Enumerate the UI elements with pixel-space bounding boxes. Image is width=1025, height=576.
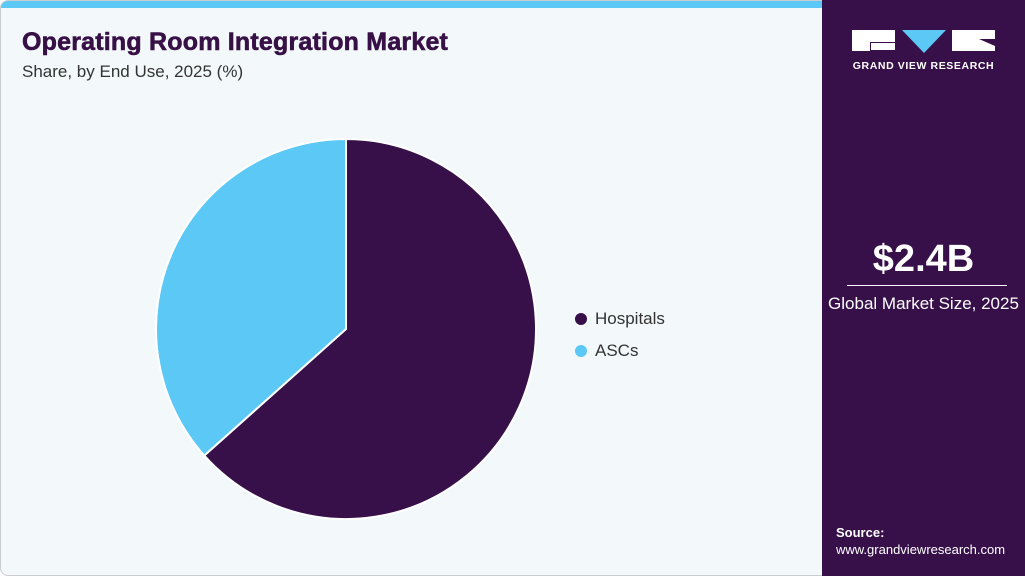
legend-marker-icon <box>575 345 587 357</box>
divider <box>847 285 1007 286</box>
legend-item-ascs: ASCs <box>575 335 665 367</box>
chart-subtitle: Share, by End Use, 2025 (%) <box>22 62 244 81</box>
chart-title: Operating Room Integration Market <box>22 28 449 57</box>
market-size-value: $2.4B <box>872 238 975 280</box>
legend: Hospitals ASCs <box>575 303 665 367</box>
pie-slice-hospitals <box>202 137 537 520</box>
gvr-logo-icon <box>852 30 995 53</box>
legend-marker-icon <box>575 313 587 325</box>
source-label: Source: <box>836 525 885 540</box>
market-size-label: Global Market Size, 2025 <box>828 294 1019 313</box>
accent-bar <box>1 1 823 8</box>
pie-slice-ascs <box>155 137 347 457</box>
source-url[interactable]: www.grandviewresearch.com <box>836 542 1006 557</box>
legend-label: ASCs <box>595 341 639 360</box>
brand-name: GRAND VIEW RESEARCH <box>852 60 995 72</box>
legend-label: Hospitals <box>595 309 665 328</box>
sidebar: GRAND VIEW RESEARCH $2.4B Global Market … <box>822 0 1025 576</box>
pie-chart <box>155 137 537 520</box>
legend-item-hospitals: Hospitals <box>575 303 665 335</box>
